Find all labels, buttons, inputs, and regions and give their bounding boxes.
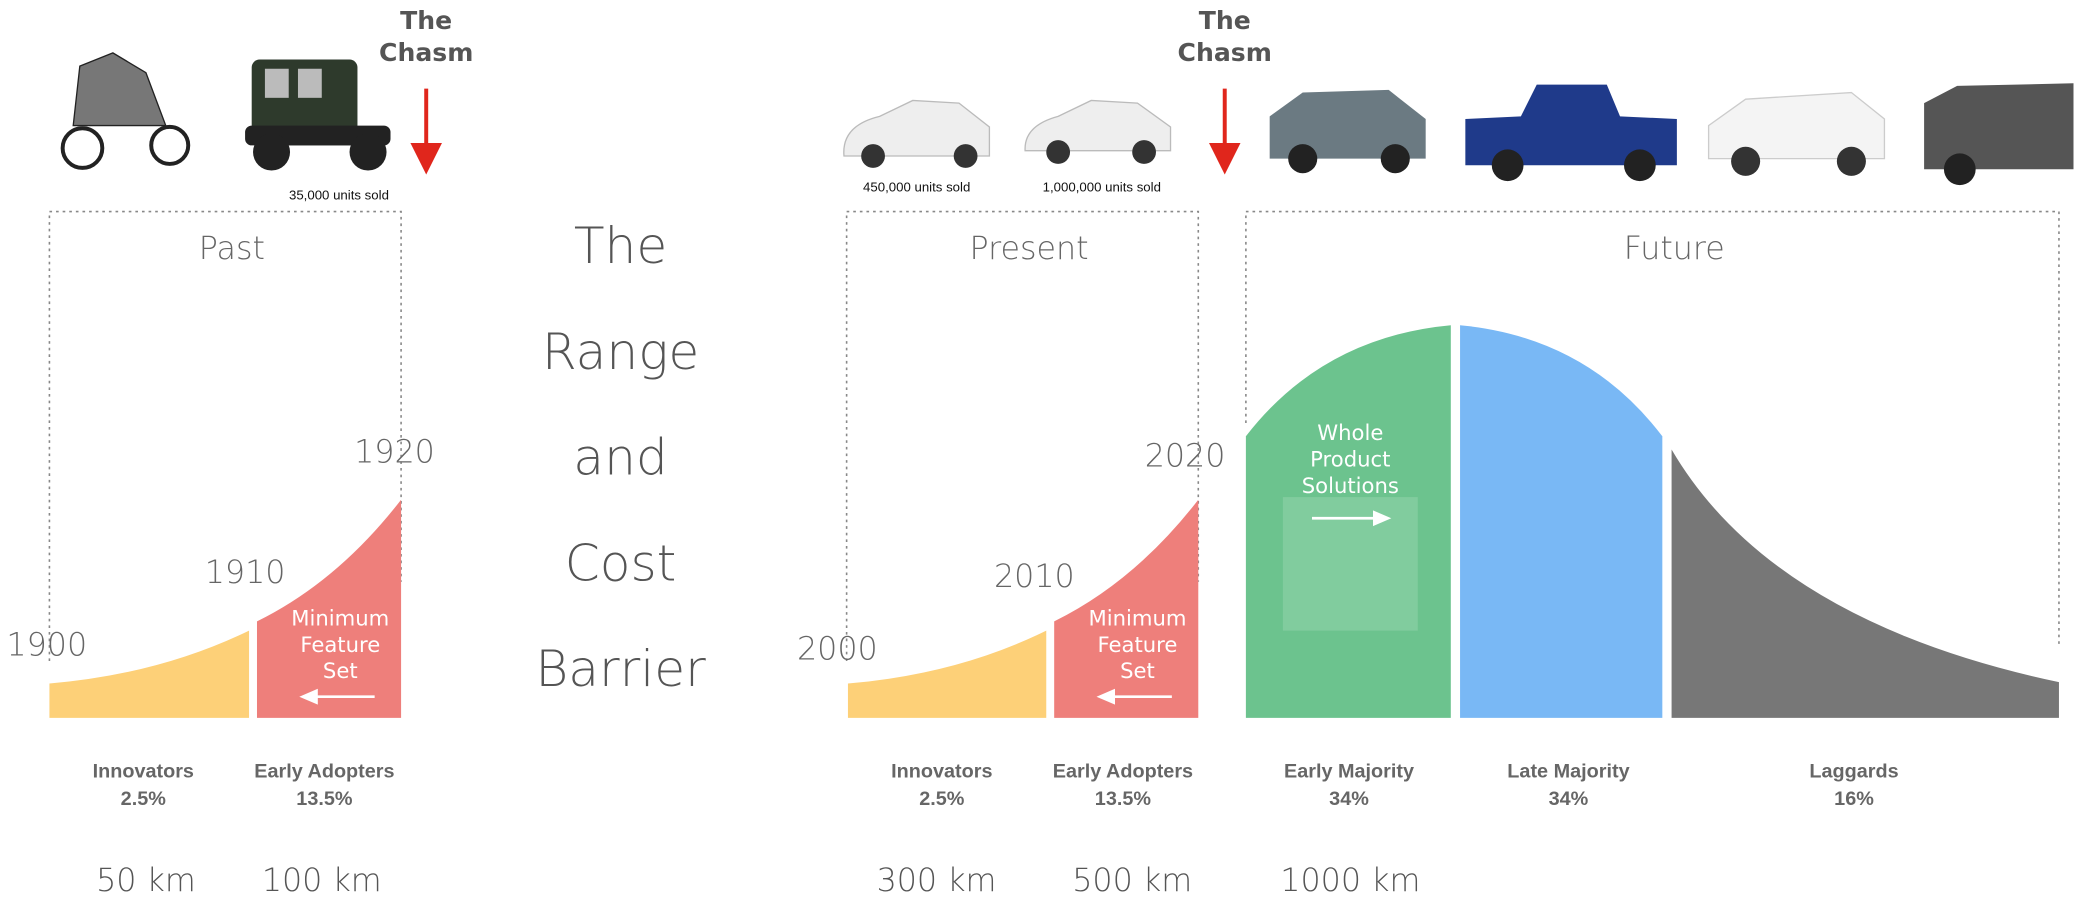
callout: Solutions xyxy=(1302,473,1399,498)
range-label: 50 km xyxy=(96,863,196,899)
diagram: The Chasm 35,000 units sold Past 1900 19… xyxy=(0,0,2074,899)
callout: Product xyxy=(1310,447,1390,472)
segment-share: 2.5% xyxy=(121,788,167,810)
year-label: 2010 xyxy=(994,559,1075,595)
segment-name: Late Majority xyxy=(1507,760,1629,782)
chasm-label: Chasm xyxy=(1178,38,1272,67)
laggards-area xyxy=(1672,450,2059,718)
sales-caption: 35,000 units sold xyxy=(289,188,389,203)
segment-share: 2.5% xyxy=(919,788,965,810)
callout: Set xyxy=(323,658,358,683)
callout: Minimum xyxy=(291,605,389,630)
segment-share: 16% xyxy=(1834,788,1874,810)
segment-share: 13.5% xyxy=(296,788,353,810)
section-heading: Past xyxy=(199,231,265,267)
callout: Set xyxy=(1120,658,1155,683)
chasm-label: The xyxy=(1199,6,1251,35)
title-word: The xyxy=(574,216,667,275)
chasm-label: The xyxy=(400,6,452,35)
year-label: 1900 xyxy=(6,628,87,664)
segment-share: 34% xyxy=(1549,788,1589,810)
year-label: 2000 xyxy=(797,632,878,668)
segment-share: 34% xyxy=(1329,788,1369,810)
segment-share: 13.5% xyxy=(1095,788,1152,810)
callout: Feature xyxy=(300,632,380,657)
section-heading: Future xyxy=(1624,231,1725,267)
late-majority-area xyxy=(1460,325,1662,718)
sales-caption: 450,000 units sold xyxy=(863,180,970,195)
title-word: and xyxy=(573,428,667,487)
sales-caption: 1,000,000 units sold xyxy=(1043,180,1161,195)
segment-name: Laggards xyxy=(1809,760,1898,782)
segment-name: Innovators xyxy=(93,760,194,782)
segment-name: Innovators xyxy=(891,760,992,782)
range-label: 500 km xyxy=(1072,863,1192,899)
segment-name: Early Adopters xyxy=(254,760,394,782)
title-word: Barrier xyxy=(535,639,706,698)
range-label: 100 km xyxy=(262,863,382,899)
range-label: 300 km xyxy=(877,863,997,899)
year-label: 1920 xyxy=(354,435,435,471)
callout: Feature xyxy=(1098,632,1178,657)
callout: Whole xyxy=(1317,420,1383,445)
segment-name: Early Majority xyxy=(1284,760,1414,782)
chasm-label: Chasm xyxy=(379,38,473,67)
range-label: 1000 km xyxy=(1280,863,1420,899)
year-label: 1910 xyxy=(205,555,286,591)
title-word: Cost xyxy=(565,533,677,592)
title-word: Range xyxy=(542,322,699,381)
segment-name: Early Adopters xyxy=(1053,760,1193,782)
page: The Chasm 35,000 units sold Past 1900 19… xyxy=(0,0,2074,899)
year-label: 2020 xyxy=(1145,439,1226,475)
car-images xyxy=(63,53,2074,185)
callout: Minimum xyxy=(1088,605,1186,630)
section-heading: Present xyxy=(970,231,1089,267)
